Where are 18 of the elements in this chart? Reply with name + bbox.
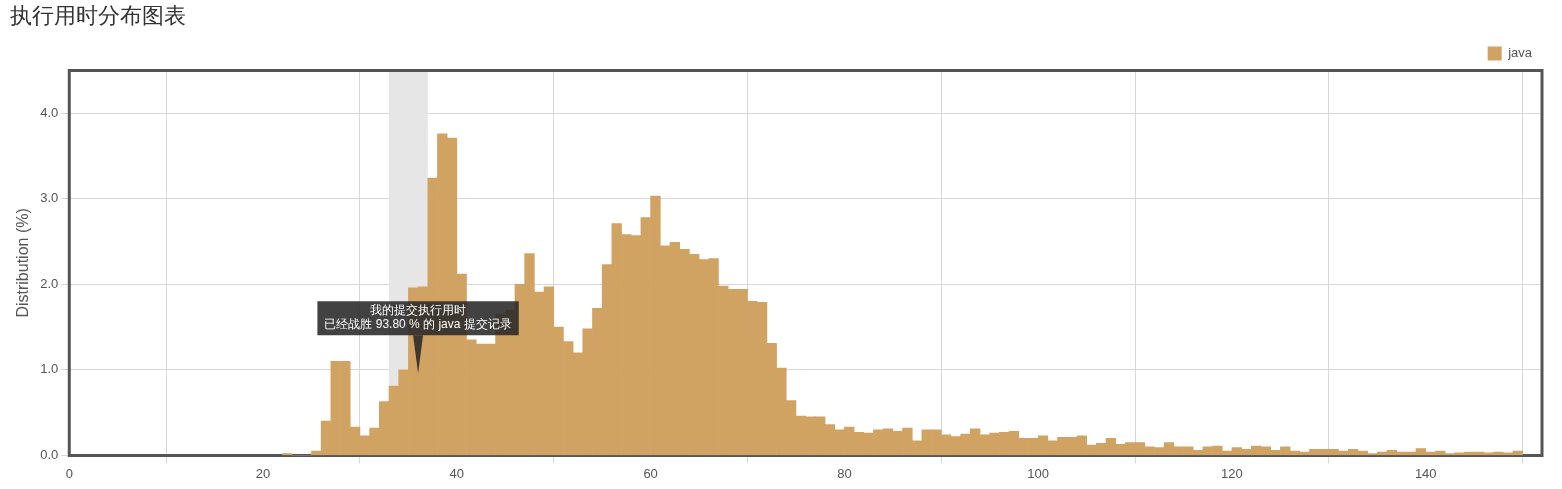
annotation: 已经战胜 93.80 % 的 java 提交记录 (324, 316, 512, 331)
x-tick-label: 80 (837, 465, 852, 481)
y-tick-label: 0.0 (40, 446, 59, 462)
y-tick-label: 2.0 (40, 275, 59, 291)
y-tick-label: 3.0 (40, 190, 59, 206)
x-tick-label: 20 (255, 465, 271, 481)
y-tick-label: 4.0 (40, 104, 59, 120)
chart-title: 执行用时分布图表 (10, 3, 186, 29)
y-tick-label: 1.0 (40, 361, 59, 377)
legend-label: java (1507, 44, 1533, 60)
x-tick-label: 120 (1221, 465, 1243, 481)
x-tick-label: 100 (1027, 465, 1050, 481)
x-tick-label: 40 (449, 465, 465, 481)
x-tick-label: 60 (643, 465, 658, 481)
annotation: 我的提交执行用时 (370, 302, 467, 317)
x-tick-label: 140 (1414, 465, 1437, 481)
x-tick-label: 0 (65, 465, 73, 481)
y-axis-title: Distribution (%) (14, 208, 32, 318)
